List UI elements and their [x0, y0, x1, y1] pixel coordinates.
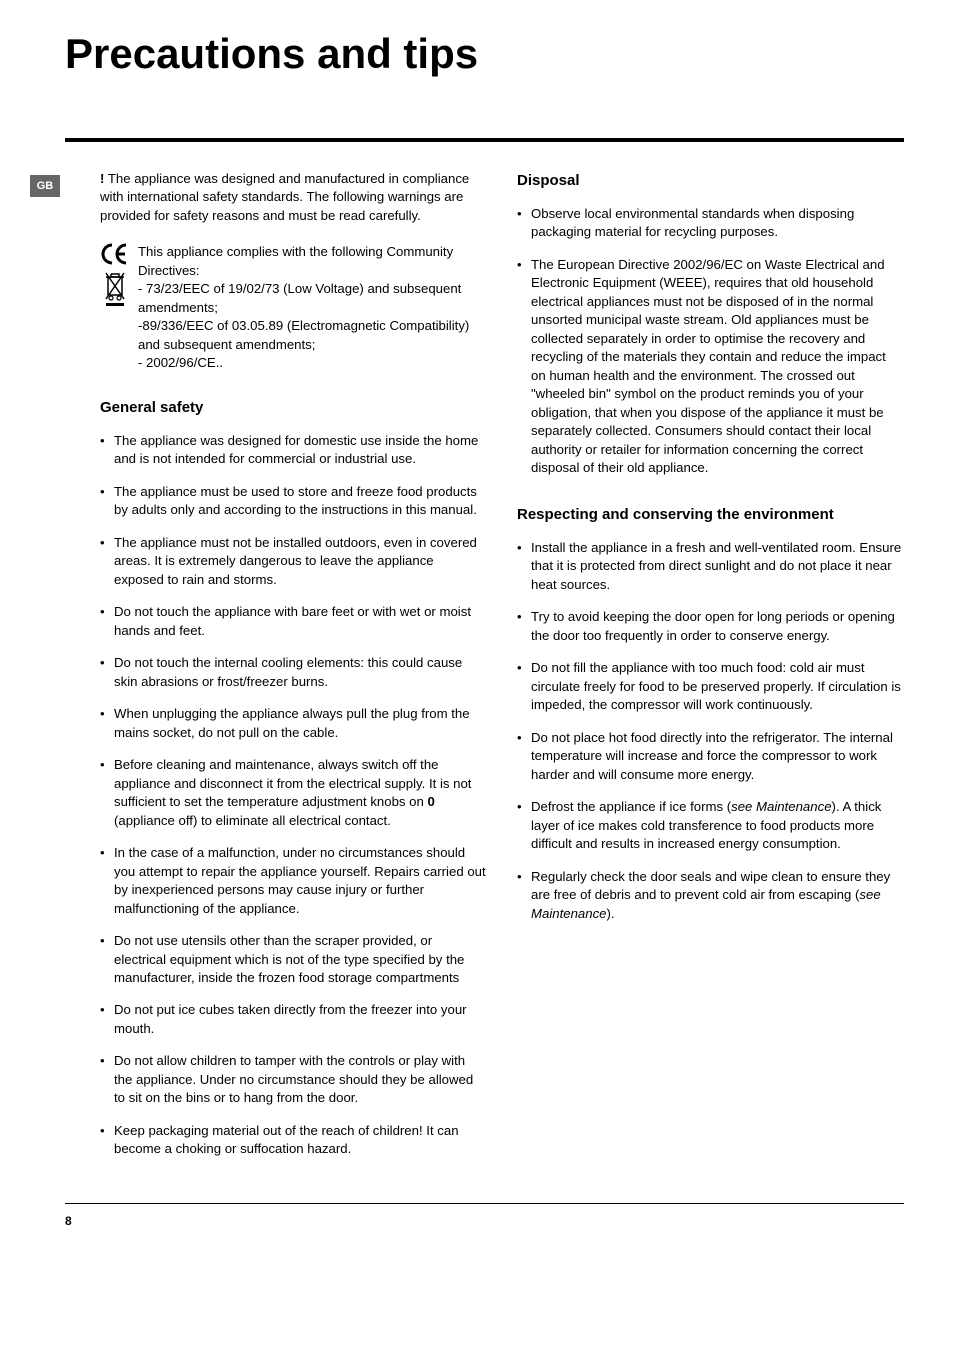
list-item: Keep packaging material out of the reach…: [100, 1122, 487, 1159]
list-item: Install the appliance in a fresh and wel…: [517, 539, 904, 594]
list-item: The appliance must be used to store and …: [100, 483, 487, 520]
list-item: When unplugging the appliance always pul…: [100, 705, 487, 742]
compliance-line-2: - 2002/96/CE..: [138, 355, 223, 370]
language-badge: GB: [30, 175, 60, 197]
list-item: Observe local environmental standards wh…: [517, 205, 904, 242]
footer-rule: [65, 1203, 904, 1204]
environment-heading: Respecting and conserving the environmen…: [517, 504, 904, 525]
disposal-list: Observe local environmental standards wh…: [517, 205, 904, 478]
intro-text: The appliance was designed and manufactu…: [100, 171, 469, 223]
weee-bin-icon: [100, 269, 130, 307]
list-item: Do not touch the appliance with bare fee…: [100, 603, 487, 640]
page-title: Precautions and tips: [65, 30, 904, 78]
list-item: Do not allow children to tamper with the…: [100, 1052, 487, 1107]
columns: ! The appliance was designed and manufac…: [100, 170, 904, 1173]
list-item: Do not put ice cubes taken directly from…: [100, 1001, 487, 1038]
ce-mark-icon: [100, 243, 130, 265]
list-item: Do not use utensils other than the scrap…: [100, 932, 487, 987]
list-item: The appliance must not be installed outd…: [100, 534, 487, 589]
right-column: Disposal Observe local environmental sta…: [517, 170, 904, 1173]
compliance-line-1: -89/336/EEC of 03.05.89 (Electromagnetic…: [138, 318, 469, 351]
environment-list: Install the appliance in a fresh and wel…: [517, 539, 904, 923]
list-item: Defrost the appliance if ice forms (see …: [517, 798, 904, 853]
general-safety-list: The appliance was designed for domestic …: [100, 432, 487, 1159]
left-column: ! The appliance was designed and manufac…: [100, 170, 487, 1173]
page-number: 8: [65, 1214, 904, 1228]
list-item: Do not place hot food directly into the …: [517, 729, 904, 784]
disposal-heading: Disposal: [517, 170, 904, 191]
list-item: In the case of a malfunction, under no c…: [100, 844, 487, 918]
list-item: Before cleaning and maintenance, always …: [100, 756, 487, 830]
list-item: Try to avoid keeping the door open for l…: [517, 608, 904, 645]
general-safety-heading: General safety: [100, 397, 487, 418]
compliance-line-0: - 73/23/EEC of 19/02/73 (Low Voltage) an…: [138, 281, 461, 314]
list-item: The appliance was designed for domestic …: [100, 432, 487, 469]
compliance-block: This appliance complies with the followi…: [100, 243, 487, 372]
list-item: Regularly check the door seals and wipe …: [517, 868, 904, 923]
intro-paragraph: ! The appliance was designed and manufac…: [100, 170, 487, 225]
horizontal-rule: [65, 138, 904, 142]
compliance-text: This appliance complies with the followi…: [138, 243, 487, 372]
list-item: Do not fill the appliance with too much …: [517, 659, 904, 714]
compliance-icons: [100, 243, 130, 311]
list-item: Do not touch the internal cooling elemen…: [100, 654, 487, 691]
list-item: The European Directive 2002/96/EC on Was…: [517, 256, 904, 478]
compliance-lead: This appliance complies with the followi…: [138, 244, 453, 277]
sidebar: GB: [30, 170, 60, 1173]
content-area: GB ! The appliance was designed and manu…: [30, 170, 904, 1173]
